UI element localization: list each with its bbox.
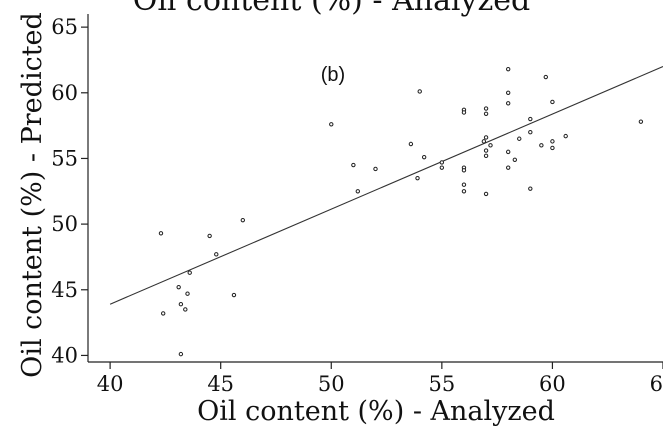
data-point	[214, 252, 219, 257]
data-point	[638, 119, 644, 124]
data-point	[528, 129, 533, 135]
data-point	[550, 139, 555, 144]
x-tick-label: 65	[650, 372, 663, 396]
data-point	[543, 74, 548, 80]
y-tick-label: 55	[51, 146, 78, 170]
cut-off-chart-title: Oil content (%) - Analyzed	[132, 0, 531, 18]
data-point	[539, 143, 544, 148]
data-point	[505, 165, 511, 170]
data-point	[439, 160, 445, 165]
data-point	[528, 116, 533, 122]
data-point	[158, 231, 164, 236]
data-point	[483, 106, 489, 111]
data-point	[488, 143, 493, 148]
data-point	[461, 168, 467, 173]
data-point	[160, 311, 166, 316]
data-point	[461, 182, 467, 187]
data-point	[481, 139, 487, 144]
data-point	[185, 291, 190, 296]
data-point	[483, 191, 489, 197]
data-point	[355, 189, 361, 194]
data-point	[415, 175, 420, 181]
data-point	[408, 141, 414, 147]
x-tick-label: 55	[428, 372, 455, 396]
data-point	[187, 270, 192, 275]
data-point	[483, 111, 489, 117]
data-point	[550, 145, 555, 151]
data-point	[483, 148, 489, 153]
x-tick-label: 60	[539, 372, 566, 396]
data-point	[240, 217, 246, 223]
x-axis-title: Oil content (%) - Analyzed	[197, 396, 555, 427]
y-tick-label: 50	[51, 212, 78, 236]
data-point	[461, 189, 467, 194]
data-point	[417, 89, 422, 94]
data-point	[183, 307, 188, 312]
data-point	[329, 122, 334, 127]
data-point	[178, 302, 184, 307]
data-point	[207, 233, 212, 239]
panel-label: (b)	[321, 64, 345, 86]
data-point	[512, 157, 518, 162]
data-point	[439, 165, 445, 170]
data-point	[517, 136, 522, 141]
data-point	[528, 186, 533, 191]
data-point	[505, 101, 511, 106]
data-point	[483, 153, 489, 159]
y-tick-label: 60	[51, 81, 78, 105]
data-point	[373, 166, 378, 172]
data-point	[461, 110, 467, 115]
data-point	[178, 351, 184, 357]
x-tick-label: 45	[207, 372, 234, 396]
data-point	[176, 284, 181, 290]
x-tick-label: 40	[97, 372, 124, 396]
data-point	[505, 90, 511, 95]
data-point	[421, 154, 427, 160]
y-axis-title: Oil content (%) - Predicted	[17, 12, 48, 378]
regression-line	[109, 66, 663, 305]
x-tick-label: 50	[318, 372, 345, 396]
data-point	[505, 149, 511, 155]
data-point	[351, 162, 356, 168]
data-point	[483, 135, 489, 140]
y-tick-label: 45	[51, 278, 78, 302]
data-point	[563, 133, 568, 139]
data-point	[231, 292, 237, 298]
y-tick-label: 40	[51, 343, 78, 367]
data-point	[505, 66, 511, 72]
data-point	[550, 99, 555, 105]
y-tick-label: 65	[51, 15, 78, 39]
